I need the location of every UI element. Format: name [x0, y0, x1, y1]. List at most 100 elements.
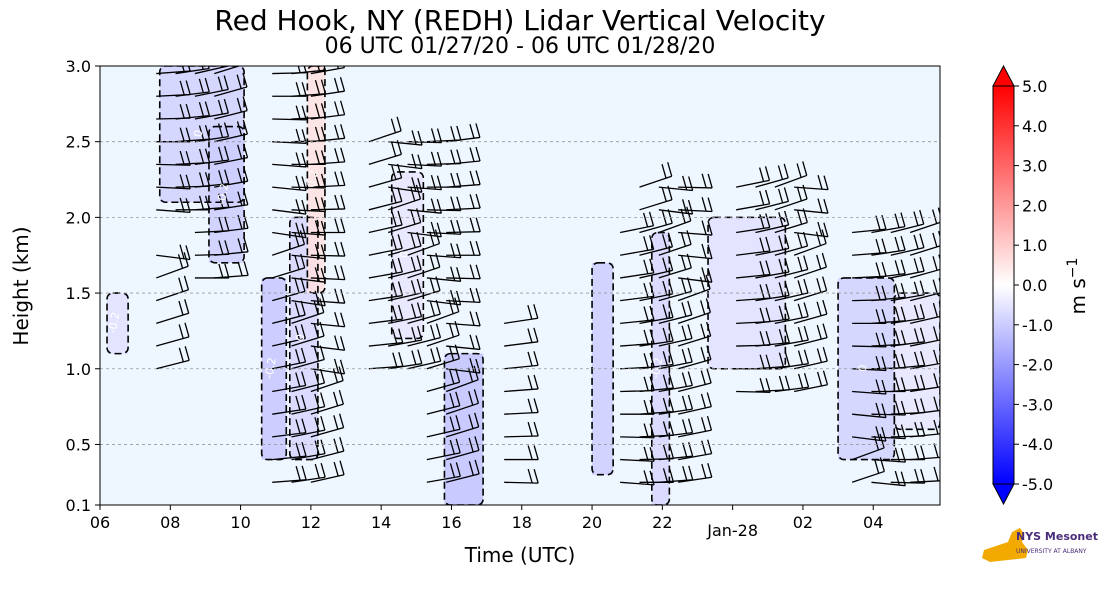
barb-flag [338, 413, 345, 428]
barb-flag [475, 217, 481, 232]
barb-flag [295, 466, 301, 481]
barb-flag [456, 149, 462, 164]
barb-staff [910, 433, 940, 438]
barb-flag [783, 187, 790, 202]
wind-barb [852, 426, 887, 442]
wind-barb [194, 75, 229, 97]
barb-flag [875, 426, 881, 441]
barb-staff [755, 271, 790, 279]
barb-staff [446, 368, 481, 374]
barb-flag [339, 100, 346, 115]
barb-flag [881, 238, 887, 253]
barb-flag [301, 82, 307, 97]
barb-staff [639, 316, 674, 324]
barb-staff [871, 225, 906, 234]
barb-flag [314, 197, 321, 212]
barb-flag [224, 169, 230, 184]
barb-staff [678, 254, 713, 260]
barb-flag [179, 174, 185, 189]
barb-staff [272, 384, 306, 393]
barb-flag [221, 66, 223, 68]
wind-barb [388, 177, 423, 193]
wind-barb [890, 468, 926, 484]
barb-flag [874, 459, 880, 474]
barb-staff [658, 361, 693, 370]
barb-flag [933, 396, 939, 411]
barb-flag [643, 446, 649, 462]
barb-staff [620, 481, 655, 486]
barb-staff [890, 223, 924, 234]
colorbar-label-main: m s [1066, 278, 1090, 314]
barb-flag [759, 260, 765, 276]
barb-flag [765, 236, 771, 252]
barb-flag [218, 193, 224, 208]
velocity-region [592, 262, 614, 475]
barb-flag [300, 324, 306, 339]
barb-flag [242, 96, 248, 111]
wind-barb [272, 105, 307, 121]
barb-flag [822, 299, 828, 315]
barb-flag [701, 243, 707, 259]
wind-barb [909, 230, 940, 256]
barb-flag [411, 350, 417, 365]
barb-flag [900, 283, 906, 298]
barb-flag [333, 438, 339, 453]
barb-staff [755, 365, 790, 370]
barb-flag [661, 163, 667, 179]
wind-barb [310, 77, 346, 97]
barb-flag [680, 232, 686, 247]
barb-flag [662, 397, 669, 413]
barb-flag [662, 444, 669, 460]
barb-flag [339, 460, 345, 475]
barb-flag [894, 236, 900, 252]
barb-flag [314, 79, 321, 95]
wind-barb [852, 238, 887, 256]
barb-flag [920, 468, 926, 484]
barb-flag [894, 283, 900, 299]
barb-flag [333, 461, 339, 477]
wind-barb [755, 163, 789, 188]
barb-flag [391, 235, 397, 250]
barb-flag [236, 74, 242, 89]
barb-staff [890, 388, 925, 393]
barb-staff [639, 293, 673, 302]
barb-flag [436, 128, 443, 143]
barb-flag [242, 119, 248, 135]
barb-flag [295, 199, 301, 214]
x-tick-label: 20 [582, 513, 602, 532]
wind-barb [658, 199, 694, 215]
barb-flag [332, 368, 339, 383]
barb-flag [643, 259, 649, 274]
x-tick-label: 14 [371, 513, 391, 532]
barb-staff [852, 252, 887, 256]
barb-staff [156, 163, 191, 166]
barb-flag [881, 262, 887, 277]
barb-staff [368, 177, 402, 188]
barb-flag [224, 216, 230, 231]
barb-flag [469, 170, 475, 186]
barb-flag [894, 330, 901, 345]
barb-flag [179, 244, 185, 259]
wind-barb [426, 172, 462, 188]
barb-flag [294, 255, 300, 270]
barb-staff [755, 200, 789, 211]
x-axis-title: Time (UTC) [464, 543, 576, 567]
barb-flag [687, 347, 693, 363]
barb-flag [184, 322, 190, 337]
barb-flag [937, 230, 940, 239]
barb-staff [871, 413, 906, 416]
wind-barb [214, 119, 248, 143]
wind-barb [194, 169, 230, 188]
barb-flag [533, 398, 539, 413]
wind-barb [368, 116, 402, 143]
barb-flag [475, 311, 481, 327]
barb-staff [388, 163, 423, 170]
barb-staff [504, 364, 539, 370]
wind-barb [871, 377, 907, 393]
barb-flag [320, 463, 326, 478]
barb-staff [175, 67, 210, 75]
velocity-region [307, 66, 325, 294]
barb-flag [198, 195, 205, 210]
barb-flag [397, 234, 403, 249]
wind-barb [504, 421, 539, 438]
